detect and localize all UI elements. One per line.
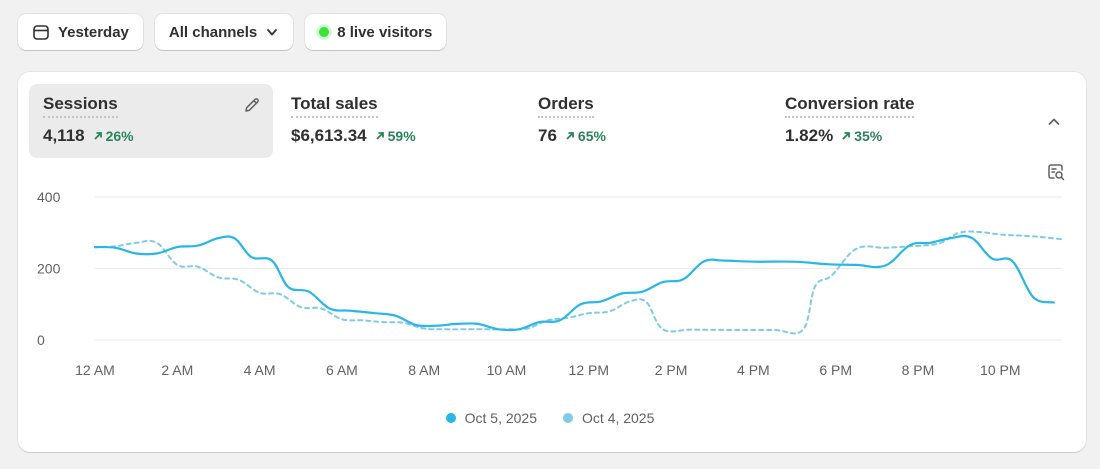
metric-label: Sessions [43,94,118,118]
sessions-line-chart: 400 200 0 12 AM 2 AM 4 AM 6 AM 8 AM 10 AM 12 PM 2 … [37,189,1063,378]
metric-label: Orders [538,94,594,118]
legend-item-comparison[interactable]: Oct 4, 2025 [563,410,654,426]
channel-filter-button[interactable]: All channels [154,14,294,50]
calendar-icon [32,23,50,41]
metric-tab-sessions[interactable]: Sessions 4,118 26% [29,84,273,158]
metric-value: $6,613.34 [291,126,367,145]
legend-item-primary[interactable]: Oct 5, 2025 [445,410,537,426]
metric-change-value: 59% [387,128,416,144]
chevron-up-icon[interactable] [1046,114,1062,135]
pencil-icon[interactable] [243,96,261,119]
date-range-label: Yesterday [58,23,129,41]
x-tick-label: 12 AM [75,362,115,378]
arrow-up-right-icon [93,132,102,140]
metric-change: 35% [841,128,882,144]
x-tick-label: 12 PM [569,362,609,378]
channel-filter-label: All channels [168,23,258,41]
arrow-up-right-icon [566,132,574,140]
x-tick-label: 4 PM [737,362,770,378]
metric-change-value: 26% [105,128,134,144]
metric-change-value: 65% [577,128,606,144]
chart-legend: Oct 5, 2025 Oct 4, 2025 [0,410,1100,426]
x-tick-label: 8 AM [408,362,440,378]
legend-dot [445,413,456,423]
metric-tab-orders[interactable]: Orders 76 65% [524,84,764,158]
x-tick-label: 2 AM [161,362,193,378]
x-tick-label: 10 AM [487,362,527,378]
y-tick-label: 200 [37,261,61,277]
metric-value: 76 [538,126,557,145]
analytics-card: Sessions 4,118 26% Total sales $6,613.34… [18,72,1086,452]
x-tick-label: 10 PM [980,362,1020,378]
x-tick-label: 6 AM [326,362,358,378]
x-tick-label: 8 PM [902,362,935,378]
metric-label: Total sales [291,94,378,118]
date-range-button[interactable]: Yesterday [18,14,143,50]
live-visitors-button[interactable]: 8 live visitors [305,14,447,50]
x-tick-label: 2 PM [655,362,688,378]
metric-change: 26% [93,128,134,144]
arrow-up-right-icon [376,132,384,140]
toolbar: Yesterday All channels 8 live visitors [18,14,447,50]
metric-change: 59% [375,128,416,144]
metric-value: 1.82% [785,126,834,145]
legend-label: Oct 4, 2025 [582,410,655,426]
y-tick-label: 0 [37,332,45,348]
x-tick-label: 4 AM [244,362,276,378]
series-line-comparison [94,230,1063,335]
legend-dot [563,413,573,423]
metric-label: Conversion rate [785,94,915,118]
live-visitors-label: 8 live visitors [337,23,433,41]
x-tick-label: 6 PM [819,362,852,378]
metric-change-value: 35% [854,128,883,144]
live-status-dot-icon [319,27,330,37]
arrow-up-right-icon [842,132,851,140]
metric-tab-total-sales[interactable]: Total sales $6,613.34 59% [277,84,517,158]
legend-label: Oct 5, 2025 [464,410,537,426]
metric-change: 65% [565,128,606,144]
y-tick-label: 400 [37,189,61,205]
metric-value: 4,118 [43,126,85,145]
chevron-down-icon [265,25,279,39]
chart-zoom-icon[interactable] [1046,162,1066,187]
metric-tab-conversion-rate[interactable]: Conversion rate 1.82% 35% [771,84,1021,158]
series-line-primary [93,234,1055,332]
